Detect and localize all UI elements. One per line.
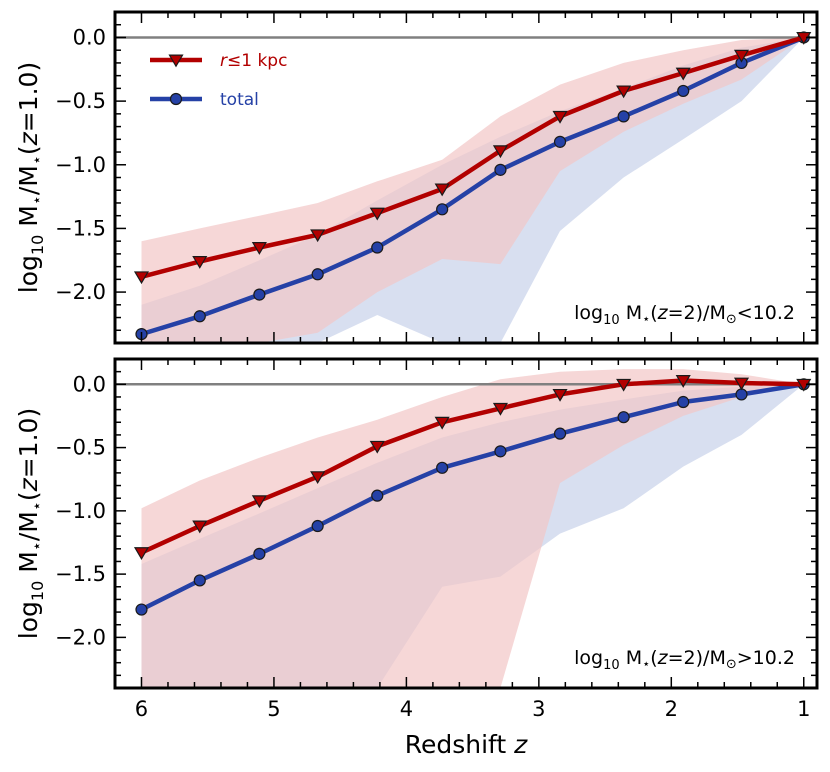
- point-r1kpc: [434, 416, 450, 430]
- point-r1kpc: [434, 183, 450, 197]
- panel-2: 0.0 −0.5 −1.0 −1.5 −2.0 log10 M⋆/M⋆(z=1.0) log…: [14, 357, 819, 690]
- x-tick-label: 6: [135, 697, 148, 721]
- point-r1kpc: [492, 402, 508, 416]
- plot-area: [115, 369, 817, 688]
- point-total: [494, 445, 507, 458]
- series-line-total: [140, 35, 805, 337]
- series-line-total: [140, 382, 805, 612]
- legend-marker-triangle: [168, 54, 184, 68]
- series-line-r1kpc: [140, 35, 805, 279]
- ticks: [114, 11, 817, 344]
- point-total: [193, 310, 206, 323]
- x-axis-title: Redshift z: [405, 730, 528, 759]
- panel-1: 0.0 −0.5 −1.0 −1.5 −2.0 log10 M⋆/M⋆(z=1.0) log…: [14, 10, 819, 345]
- point-r1kpc: [492, 145, 508, 159]
- x-tick-label: 5: [267, 697, 280, 721]
- point-r1kpc: [251, 495, 267, 509]
- point-r1kpc: [616, 378, 632, 392]
- y-tick-label: −0.5: [55, 436, 106, 460]
- point-r1kpc: [133, 547, 150, 560]
- point-total: [494, 163, 507, 176]
- y-tick-label: −1.0: [55, 499, 106, 523]
- point-total: [311, 268, 324, 281]
- band-r1kpc: [141, 369, 804, 688]
- point-r1kpc: [552, 388, 568, 402]
- legend-marker-circle: [169, 92, 183, 106]
- point-total: [617, 110, 630, 123]
- point-r1kpc: [552, 110, 568, 124]
- y-tick-label: −2.0: [55, 280, 106, 304]
- x-tick-label: 2: [665, 697, 678, 721]
- point-total: [553, 427, 567, 440]
- point-total: [371, 241, 384, 254]
- y-tick-label: 0.0: [73, 372, 106, 396]
- panel-annotation: log10 M⋆(z=2)/M⊙>10.2: [574, 647, 795, 673]
- point-r1kpc: [133, 271, 150, 285]
- panel-annotation: log10 M⋆(z=2)/M⊙<10.2: [574, 302, 795, 328]
- point-total: [617, 411, 630, 424]
- point-r1kpc: [369, 207, 385, 221]
- point-total: [371, 489, 384, 502]
- legend-item-total: total: [150, 90, 259, 110]
- series-line-r1kpc: [140, 378, 804, 555]
- y-tick-label: −2.0: [55, 625, 106, 649]
- legend-label: r≤1 kpc: [220, 51, 287, 71]
- y-axis-title: log10 M⋆/M⋆(z=1.0): [14, 62, 47, 293]
- point-r1kpc: [310, 229, 326, 243]
- legend-label: total: [220, 90, 259, 110]
- point-r1kpc: [675, 67, 691, 81]
- point-total: [193, 574, 206, 587]
- y-tick-label: −1.0: [55, 153, 106, 177]
- point-total: [677, 84, 690, 98]
- y-tick-label: −1.5: [55, 216, 106, 240]
- point-total: [436, 461, 449, 474]
- y-tick-label: −0.5: [55, 89, 106, 113]
- point-r1kpc: [675, 375, 691, 388]
- plot-area: [115, 31, 817, 343]
- point-r1kpc: [616, 85, 632, 99]
- point-r1kpc: [733, 377, 750, 391]
- legend-item-r1kpc: r≤1 kpc: [150, 51, 287, 71]
- point-total: [677, 395, 690, 409]
- point-total: [135, 603, 148, 616]
- point-r1kpc: [251, 242, 267, 255]
- x-tick-label: 3: [532, 697, 545, 721]
- point-total: [436, 203, 449, 216]
- x-tick-label: 1: [797, 697, 810, 721]
- x-tick-label: 4: [400, 697, 413, 721]
- point-r1kpc: [192, 256, 208, 269]
- ticks: [114, 358, 817, 689]
- point-total: [553, 135, 567, 148]
- point-total: [735, 388, 748, 401]
- point-r1kpc: [733, 49, 750, 63]
- point-total: [253, 288, 266, 301]
- y-axis-title: log10 M⋆/M⋆(z=1.0): [14, 408, 47, 639]
- y-tick-label: 0.0: [73, 25, 106, 49]
- point-r1kpc: [192, 520, 208, 534]
- point-total: [253, 547, 266, 560]
- point-total: [311, 519, 324, 533]
- point-r1kpc: [310, 471, 326, 485]
- legend: r≤1 kpc total: [150, 51, 287, 110]
- y-tick-label: −1.5: [55, 562, 106, 586]
- point-r1kpc: [369, 440, 385, 454]
